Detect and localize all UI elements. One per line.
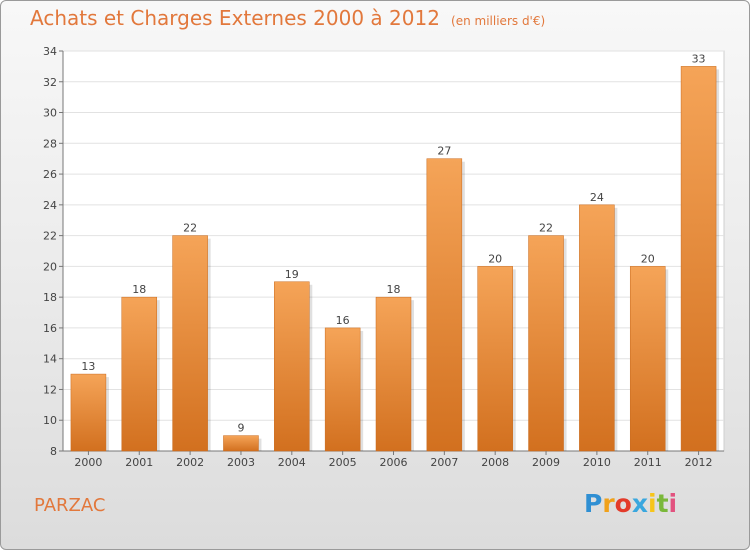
bar <box>426 158 463 452</box>
y-tick-label: 22 <box>43 230 57 243</box>
bar <box>172 235 208 452</box>
chart-title: Achats et Charges Externes 2000 à 2012 (… <box>30 6 545 30</box>
commune-name: PARZAC <box>34 495 106 516</box>
y-tick-label: 16 <box>43 322 57 335</box>
x-tick-label: 2010 <box>583 456 611 469</box>
bar <box>680 66 717 452</box>
proxiti-logo: Proxiti <box>584 489 677 518</box>
bar <box>121 296 158 452</box>
bar <box>223 435 259 452</box>
x-tick-label: 2001 <box>125 456 153 469</box>
value-label: 18 <box>387 283 401 296</box>
y-tick-label: 24 <box>43 199 57 212</box>
y-tick-label: 30 <box>43 107 57 120</box>
x-tick-label: 2011 <box>634 456 662 469</box>
bar <box>477 266 513 452</box>
bar <box>579 204 615 452</box>
bar <box>324 327 361 452</box>
value-label: 16 <box>336 314 350 327</box>
logo-letter: o <box>614 489 632 518</box>
x-tick-label: 2005 <box>329 456 357 469</box>
x-tick-label: 2003 <box>227 456 255 469</box>
logo-letter: i <box>648 489 657 518</box>
value-label: 27 <box>437 145 451 158</box>
logo-letter: r <box>602 489 615 518</box>
value-label: 22 <box>539 222 553 235</box>
x-tick-label: 2000 <box>74 456 102 469</box>
y-tick-label: 10 <box>43 414 57 427</box>
x-tick-label: 2006 <box>380 456 408 469</box>
y-tick-label: 28 <box>43 137 57 150</box>
value-label: 19 <box>285 268 299 281</box>
value-label: 33 <box>692 52 706 65</box>
y-tick-label: 12 <box>43 383 57 396</box>
x-tick-label: 2008 <box>481 456 509 469</box>
bar <box>528 235 564 452</box>
bar <box>70 373 107 452</box>
x-tick-label: 2009 <box>532 456 560 469</box>
x-tick-label: 2002 <box>176 456 204 469</box>
value-label: 24 <box>590 191 604 204</box>
chart-title-text: Achats et Charges Externes 2000 à 2012 <box>30 6 440 30</box>
bar <box>274 281 310 452</box>
y-tick-label: 8 <box>50 445 57 458</box>
logo-letter: x <box>631 489 648 518</box>
x-tick-label: 2012 <box>685 456 713 469</box>
logo-letter: t <box>656 489 669 518</box>
x-tick-label: 2004 <box>278 456 306 469</box>
chart-unit-text: (en milliers d'€) <box>451 14 546 28</box>
value-label: 20 <box>641 252 655 265</box>
logo-letter: P <box>584 489 603 518</box>
bar <box>629 266 666 452</box>
y-tick-label: 20 <box>43 260 57 273</box>
y-tick-label: 26 <box>43 168 57 181</box>
value-label: 18 <box>132 283 146 296</box>
y-tick-label: 34 <box>43 45 57 58</box>
value-label: 22 <box>183 222 197 235</box>
y-tick-label: 32 <box>43 76 57 89</box>
x-tick-label: 2007 <box>430 456 458 469</box>
value-label: 13 <box>81 360 95 373</box>
value-label: 9 <box>237 422 244 435</box>
logo-letter: i <box>668 489 678 518</box>
bar <box>375 296 412 452</box>
y-tick-label: 18 <box>43 291 57 304</box>
value-label: 20 <box>488 252 502 265</box>
y-tick-label: 14 <box>43 353 57 366</box>
